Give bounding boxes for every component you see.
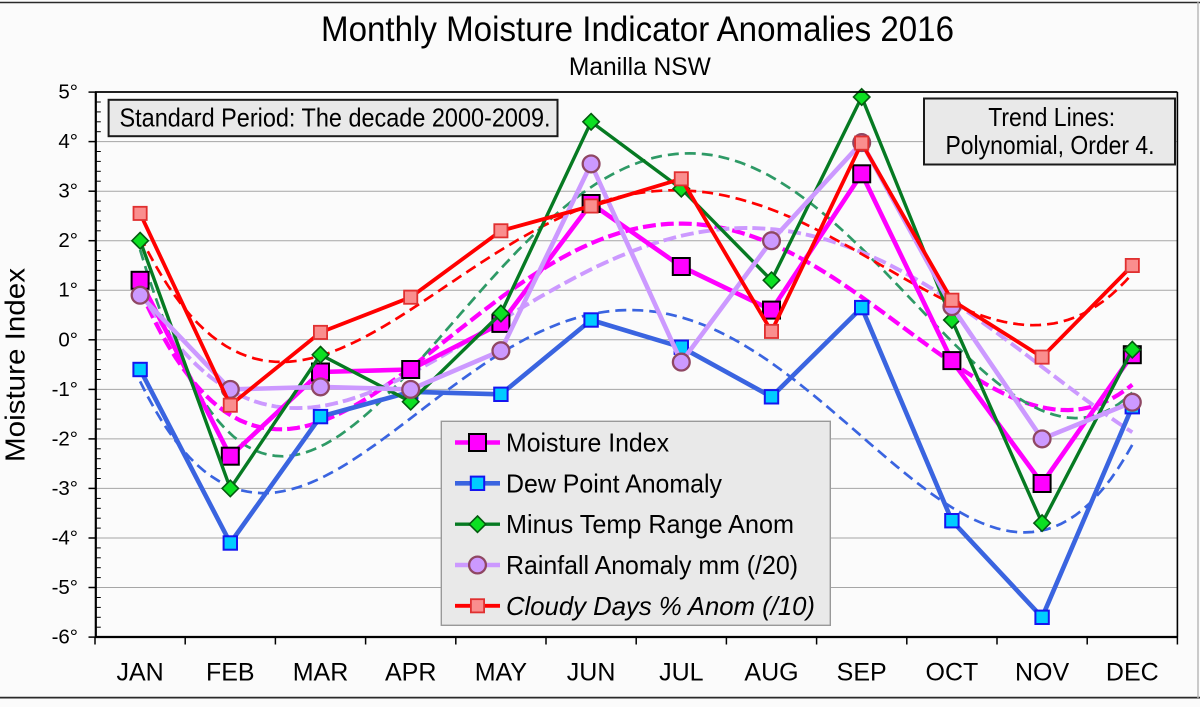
svg-text:APR: APR xyxy=(385,659,436,687)
svg-text:JUN: JUN xyxy=(567,659,616,687)
svg-text:-2°: -2° xyxy=(52,427,78,450)
svg-text:1°: 1° xyxy=(58,279,78,302)
svg-text:OCT: OCT xyxy=(926,659,979,687)
svg-text:Moisture Index: Moisture Index xyxy=(506,428,669,458)
svg-text:-4°: -4° xyxy=(52,527,78,550)
svg-text:JAN: JAN xyxy=(116,659,163,687)
svg-text:3°: 3° xyxy=(58,180,78,203)
svg-text:-3°: -3° xyxy=(52,477,78,500)
svg-text:JUL: JUL xyxy=(659,659,704,687)
svg-text:MAR: MAR xyxy=(293,659,349,687)
svg-text:SEP: SEP xyxy=(837,659,887,687)
svg-text:0°: 0° xyxy=(58,328,78,351)
svg-text:Polynomial, Order 4.: Polynomial, Order 4. xyxy=(946,130,1155,160)
svg-text:Rainfall Anomaly mm (/20): Rainfall Anomaly mm (/20) xyxy=(506,550,798,580)
svg-text:-6°: -6° xyxy=(52,626,78,649)
svg-text:2°: 2° xyxy=(58,229,78,252)
svg-text:-5°: -5° xyxy=(52,576,78,599)
svg-text:FEB: FEB xyxy=(206,659,255,687)
svg-text:Minus Temp Range Anom: Minus Temp Range Anom xyxy=(506,509,794,539)
svg-text:Manilla NSW: Manilla NSW xyxy=(569,53,711,81)
svg-text:Trend Lines:: Trend Lines: xyxy=(988,102,1115,132)
svg-text:DEC: DEC xyxy=(1106,659,1159,687)
svg-text:Dew Point Anomaly: Dew Point Anomaly xyxy=(506,468,722,498)
svg-text:Standard Period: The decade 20: Standard Period: The decade 2000-2009. xyxy=(120,103,551,133)
svg-text:Monthly Moisture Indicator Ano: Monthly Moisture Indicator Anomalies 201… xyxy=(321,10,954,49)
svg-text:MAY: MAY xyxy=(475,659,528,687)
svg-text:-1°: -1° xyxy=(52,378,78,401)
svg-text:4°: 4° xyxy=(58,130,78,153)
svg-text:5°: 5° xyxy=(58,81,78,104)
svg-text:NOV: NOV xyxy=(1015,659,1070,687)
svg-text:Moisture Index: Moisture Index xyxy=(0,268,31,462)
svg-text:AUG: AUG xyxy=(744,659,798,687)
svg-text:Cloudy Days % Anom (/10): Cloudy Days % Anom (/10) xyxy=(506,591,815,621)
